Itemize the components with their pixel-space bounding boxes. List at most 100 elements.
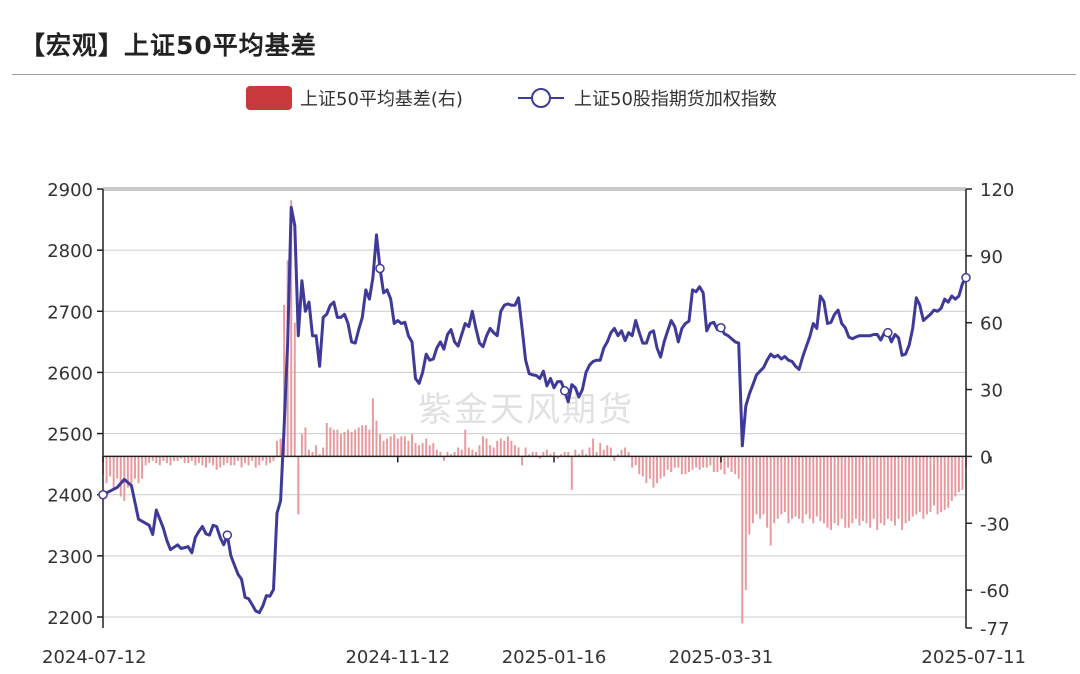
legend-item-index[interactable]: 上证50股指期货加权指数	[516, 84, 777, 112]
basis-bar	[471, 449, 474, 457]
right-tick-label: -30	[980, 514, 1009, 535]
bar-swatch-icon	[246, 86, 292, 110]
basis-bar	[205, 456, 207, 468]
basis-bar	[602, 449, 605, 457]
basis-bar	[265, 456, 268, 466]
basis-bar	[737, 456, 740, 479]
basis-bar	[670, 456, 673, 473]
basis-bar	[691, 456, 694, 470]
basis-bar	[418, 445, 421, 457]
index-marker	[375, 263, 385, 274]
basis-bar	[503, 440, 506, 457]
basis-bar	[315, 445, 318, 457]
basis-bar	[368, 429, 371, 457]
basis-bar	[442, 456, 445, 461]
basis-bar	[911, 456, 914, 517]
left-tick-label: 2400	[47, 486, 93, 507]
legend-item-basis[interactable]: 上证50平均基差(右)	[246, 84, 463, 112]
basis-bar	[783, 456, 786, 513]
x-tick-label: 2025-07-11	[921, 647, 1026, 668]
basis-bar	[560, 454, 563, 457]
basis-bar	[631, 456, 634, 468]
basis-bar	[261, 456, 264, 461]
basis-bar	[656, 456, 659, 484]
basis-bar	[371, 398, 374, 457]
basis-bar	[318, 454, 321, 457]
basis-bar	[961, 456, 964, 490]
basis-bar	[229, 456, 232, 466]
index-marker	[98, 489, 108, 500]
basis-bar	[485, 438, 488, 457]
basis-bar	[876, 456, 879, 530]
basis-bar	[375, 420, 378, 457]
basis-bar	[744, 456, 747, 591]
basis-bar	[109, 456, 112, 477]
right-tick-label: -77	[980, 619, 1009, 640]
basis-bar	[776, 456, 779, 519]
basis-bar	[535, 451, 538, 457]
basis-bar	[812, 456, 815, 524]
basis-bar	[577, 454, 580, 457]
basis-bar	[464, 429, 467, 457]
basis-bar	[862, 456, 864, 522]
left-tick-label: 2600	[47, 363, 93, 384]
index-line	[102, 205, 968, 615]
basis-bar	[343, 431, 346, 457]
basis-bar	[833, 456, 836, 524]
basis-bar	[510, 440, 513, 457]
basis-bar	[769, 456, 772, 546]
basis-bar	[705, 456, 708, 468]
basis-bar	[187, 456, 190, 464]
basis-bar	[815, 456, 818, 517]
basis-bar	[542, 451, 545, 457]
basis-bar	[805, 456, 808, 515]
basis-bar	[819, 456, 822, 522]
basis-bar	[116, 456, 119, 479]
basis-bar	[496, 440, 499, 457]
basis-bar	[659, 456, 662, 479]
basis-bar	[688, 456, 690, 473]
basis-bar	[350, 431, 353, 457]
basis-bar	[201, 456, 204, 466]
basis-bar	[173, 456, 176, 461]
basis-bar	[531, 451, 534, 457]
basis-bar	[137, 456, 140, 484]
basis-bar	[684, 456, 687, 475]
basis-bar	[439, 451, 442, 457]
basis-bar	[943, 456, 946, 510]
left-tick-label: 2200	[47, 608, 93, 629]
basis-bar	[879, 456, 882, 524]
basis-bar	[648, 456, 651, 479]
index-marker	[559, 386, 570, 396]
basis-bar	[787, 456, 790, 524]
basis-bar	[645, 456, 648, 484]
basis-bar	[165, 456, 168, 464]
x-tick-label: 2025-01-16	[502, 647, 607, 668]
basis-bar	[925, 456, 928, 515]
basis-bar	[773, 456, 776, 524]
basis-bar	[680, 456, 683, 475]
basis-bar	[709, 456, 712, 466]
basis-bar	[354, 429, 357, 457]
basis-bar	[339, 434, 342, 457]
basis-bar	[712, 456, 715, 473]
basis-bar	[766, 456, 769, 528]
basis-bar	[407, 440, 410, 457]
basis-bar	[283, 304, 286, 457]
basis-bar	[798, 456, 801, 519]
basis-bar	[947, 456, 950, 508]
basis-bar	[588, 447, 591, 457]
basis-bar	[865, 456, 868, 524]
basis-bar	[780, 456, 783, 515]
basis-bar	[826, 456, 829, 528]
legend-label-basis: 上证50平均基差(右)	[300, 89, 463, 110]
basis-bar	[425, 438, 428, 457]
basis-bar	[567, 451, 570, 457]
basis-bar	[599, 443, 602, 457]
basis-bar	[677, 456, 680, 468]
basis-bar	[467, 447, 470, 457]
basis-bar	[396, 438, 399, 457]
left-tick-label: 2700	[47, 302, 93, 323]
basis-bar	[528, 454, 531, 457]
